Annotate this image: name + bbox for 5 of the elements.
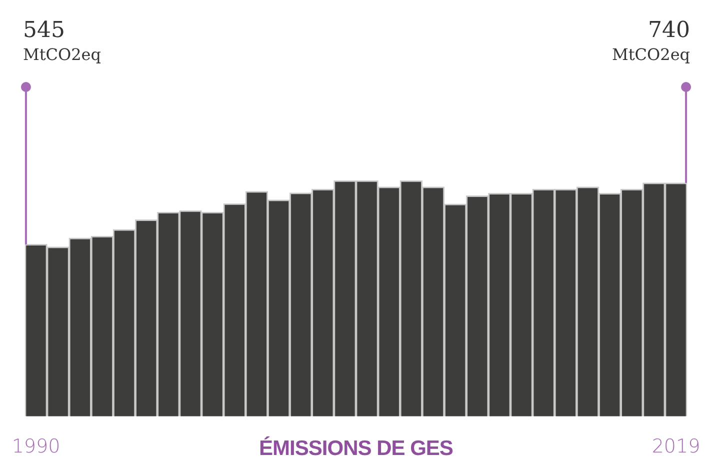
text: ÉMISSIONS DE GES xyxy=(259,437,453,460)
data-label: 740 MtCO2eq xyxy=(612,18,690,64)
x-tick-label: 1990 xyxy=(12,436,60,458)
data-label: 545 MtCO2eq xyxy=(22,18,102,64)
x-tick-label: 2019 xyxy=(652,436,700,458)
